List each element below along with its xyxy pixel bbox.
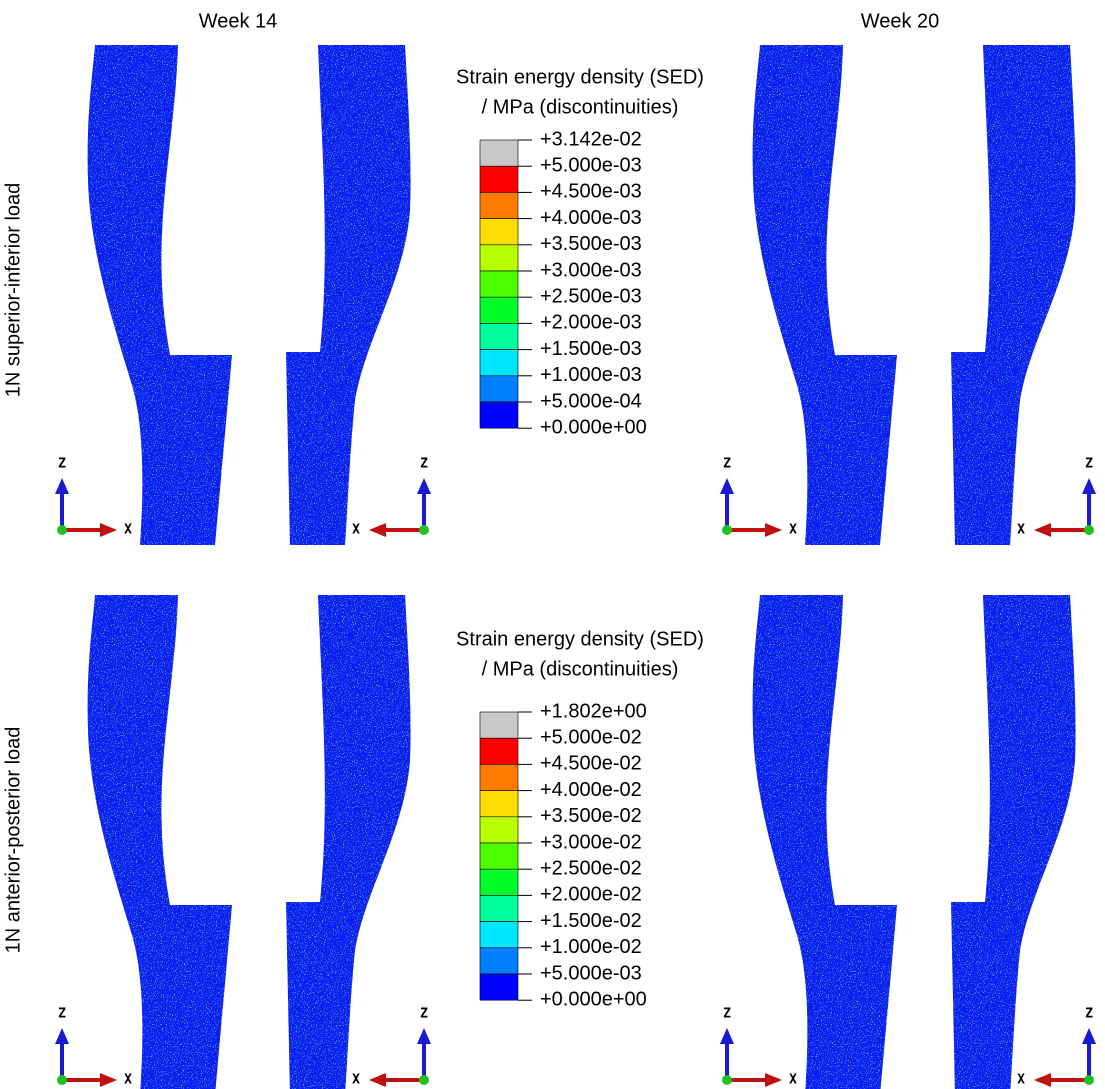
legend-label: +1.000e-02 <box>540 936 642 958</box>
bone-right <box>951 595 1076 1089</box>
legend-swatch <box>479 244 519 272</box>
axis-label: X <box>789 1073 797 1088</box>
bone-left <box>752 595 897 1089</box>
legend-swatch <box>479 947 519 975</box>
bone-left <box>87 595 232 1089</box>
legend-title: Strain energy density (SED) <box>456 628 704 650</box>
legend-swatch <box>479 816 519 844</box>
legend-swatch <box>479 270 519 298</box>
axis-triad <box>1032 476 1098 539</box>
bone-panel: Z X Z X <box>718 595 1098 1089</box>
bone-model <box>87 45 411 545</box>
legend-title: / MPa (discontinuities) <box>482 658 679 680</box>
legend-label: +2.500e-03 <box>540 285 642 307</box>
legend-swatch <box>479 895 519 922</box>
axis-triad <box>367 476 433 539</box>
bone-model <box>752 45 1076 545</box>
axis-label: X <box>352 523 360 538</box>
axis-triad <box>53 476 119 539</box>
legend-swatch <box>479 973 519 1001</box>
legend-swatch <box>479 401 519 429</box>
column-title: Week 20 <box>861 10 940 32</box>
bone-right <box>951 45 1076 545</box>
legend-label: +3.500e-02 <box>540 805 642 827</box>
legend-swatch <box>479 790 519 818</box>
legend-label: +3.142e-02 <box>540 128 642 150</box>
legend-label: +1.500e-02 <box>540 910 642 932</box>
legend-label: +2.000e-03 <box>540 312 642 334</box>
legend-swatch <box>479 868 519 896</box>
legend-label: +0.000e+00 <box>540 988 647 1010</box>
row-label: 1N superior-inferior load <box>2 183 24 398</box>
bone-panel: Z X Z X <box>718 45 1098 545</box>
legend-swatch <box>479 711 519 739</box>
axis-label: X <box>124 523 132 538</box>
legend-label: +5.000e-03 <box>540 962 642 984</box>
legend-swatch <box>479 842 519 870</box>
axis-triad <box>1032 1026 1098 1089</box>
legend-label: +3.000e-02 <box>540 831 642 853</box>
axis-label: Z <box>723 457 731 472</box>
bone-right <box>286 595 411 1089</box>
axis-label: Z <box>1085 1007 1093 1022</box>
axis-label: Z <box>58 457 66 472</box>
legend-title: / MPa (discontinuities) <box>482 96 679 118</box>
legend-label: +3.500e-03 <box>540 233 642 255</box>
bone-panel: Z X Z X <box>53 45 433 545</box>
legend-swatch <box>479 375 519 403</box>
legend-swatch <box>479 296 519 324</box>
axis-label: X <box>1017 523 1025 538</box>
bone-panel: Z X Z X <box>53 595 433 1089</box>
axis-triad <box>718 1026 784 1089</box>
legend-label: +2.500e-02 <box>540 857 642 879</box>
legend-label: +4.500e-03 <box>540 181 642 203</box>
bone-right <box>286 45 411 545</box>
axis-label: X <box>1017 1073 1025 1088</box>
axis-label: Z <box>1085 457 1093 472</box>
axis-label: Z <box>723 1007 731 1022</box>
legend-title: Strain energy density (SED) <box>456 66 704 88</box>
legend-swatch <box>479 921 519 949</box>
legend-label: +1.802e+00 <box>540 700 647 722</box>
bone-model <box>87 595 411 1089</box>
legend-swatch <box>479 764 519 791</box>
axis-triad <box>718 476 784 539</box>
legend-swatch <box>479 218 519 246</box>
legend-label: +3.000e-03 <box>540 259 642 281</box>
legend-label: +4.000e-02 <box>540 779 642 801</box>
axis-label: Z <box>420 457 428 472</box>
axis-label: Z <box>58 1007 66 1022</box>
row-label: 1N anterior-posterior load <box>2 727 24 954</box>
axis-label: X <box>124 1073 132 1088</box>
axis-label: Z <box>420 1007 428 1022</box>
legend-label: +0.000e+00 <box>540 416 647 438</box>
legend-label: +1.500e-03 <box>540 338 642 360</box>
legend-label: +4.500e-02 <box>540 753 642 775</box>
axis-triad <box>53 1026 119 1089</box>
legend-label: +1.000e-03 <box>540 364 642 386</box>
legend-label: +5.000e-03 <box>540 154 642 176</box>
legend-label: +5.000e-04 <box>540 390 642 412</box>
axis-label: X <box>789 523 797 538</box>
legend-swatch <box>479 349 519 377</box>
axis-triad <box>367 1026 433 1089</box>
legend-swatch <box>479 165 519 193</box>
bone-left <box>87 45 232 545</box>
legend-swatch <box>479 323 519 350</box>
bone-model <box>752 595 1076 1089</box>
legend-label: +4.000e-03 <box>540 207 642 229</box>
column-title: Week 14 <box>199 10 278 32</box>
legend-swatch <box>479 139 519 167</box>
legend-swatch <box>479 737 519 765</box>
legend-label: +5.000e-02 <box>540 726 642 748</box>
bone-left <box>752 45 897 545</box>
legend-label: +2.000e-02 <box>540 884 642 906</box>
axis-label: X <box>352 1073 360 1088</box>
legend-swatch <box>479 192 519 219</box>
